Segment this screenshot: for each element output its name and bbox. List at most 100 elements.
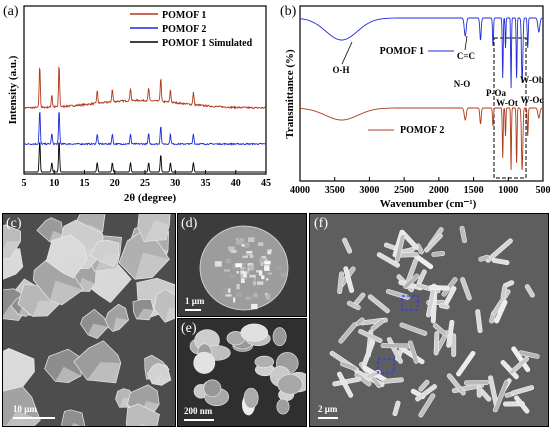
panel-f-scale-text: 2 μm bbox=[318, 404, 338, 414]
xrd-y-axis-label: Intensity (a.u.) bbox=[7, 55, 19, 125]
nanorod bbox=[394, 234, 406, 263]
nanoparticle bbox=[203, 379, 222, 398]
panel-d-scale-bar bbox=[185, 309, 201, 311]
octahedral-crystal-facet bbox=[63, 256, 87, 279]
c-c-annotation: C=C bbox=[457, 51, 475, 61]
nanorod bbox=[366, 369, 381, 380]
ftir-series-1-line bbox=[300, 17, 543, 89]
nanoparticle bbox=[193, 351, 216, 374]
surface-nanoparticle bbox=[236, 239, 243, 245]
surface-nanoparticle bbox=[260, 260, 264, 266]
surface-nanoparticle bbox=[236, 291, 242, 298]
surface-nanoparticle bbox=[235, 263, 242, 268]
surface-nanoparticle bbox=[228, 246, 235, 251]
ftir-series-2-line bbox=[299, 107, 543, 171]
nanorod bbox=[475, 309, 483, 334]
panel-b-ftir-chart: 4000 3500 3000 2500 2000 1500 1000 500 POMOF 1 P… bbox=[276, 0, 550, 210]
surface-nanoparticle bbox=[248, 264, 254, 271]
ftir-series2-label: POMOF 2 bbox=[400, 125, 444, 136]
nanorod bbox=[456, 350, 476, 377]
xrd-tick-label: 15 bbox=[80, 178, 90, 189]
surface-nanoparticle bbox=[256, 270, 262, 273]
surface-nanoparticle bbox=[280, 272, 287, 277]
panel-a-label: (a) bbox=[3, 4, 19, 19]
octahedral-crystal-facet bbox=[88, 323, 109, 339]
octahedral-crystal-facet bbox=[139, 423, 148, 426]
surface-nanoparticle bbox=[253, 292, 258, 298]
ftir-tick-label: 4000 bbox=[290, 185, 310, 196]
sem-e-particles bbox=[178, 319, 306, 426]
octahedral-crystal-facet bbox=[32, 300, 62, 317]
octahedral-crystal-facet bbox=[49, 280, 84, 305]
xrd-legend-entry: POMOF 1 bbox=[162, 10, 206, 21]
surface-nanoparticle bbox=[264, 265, 270, 271]
selection-box-1 bbox=[401, 295, 419, 311]
nanorod bbox=[403, 273, 420, 290]
panel-d-sem-image: (d) 1 μm bbox=[177, 213, 307, 317]
nanorod bbox=[385, 289, 410, 300]
xrd-tick-label: 45 bbox=[261, 178, 271, 189]
surface-nanoparticle bbox=[240, 251, 247, 256]
sem-d-crystal bbox=[178, 214, 306, 316]
panel-e-label: (e) bbox=[181, 321, 197, 336]
nanorod bbox=[460, 277, 472, 301]
nanorod bbox=[464, 380, 489, 386]
nanorod bbox=[428, 284, 450, 291]
ftir-y-axis-label: Transmittance (%) bbox=[284, 49, 296, 139]
surface-nanoparticle bbox=[240, 262, 246, 266]
selection-box-2 bbox=[377, 358, 395, 374]
surface-nanoparticle bbox=[244, 242, 250, 248]
octahedral-crystal bbox=[125, 403, 160, 426]
panel-e-scale-bar bbox=[184, 419, 214, 421]
surface-nanoparticle bbox=[258, 285, 262, 289]
ftir-tick-label: 3000 bbox=[359, 185, 379, 196]
nanoparticle bbox=[277, 374, 303, 395]
panel-d-scale-text: 1 μm bbox=[185, 296, 205, 306]
panel-c-label: (c) bbox=[6, 216, 22, 231]
octahedral-crystal-facet bbox=[134, 252, 170, 280]
octahedral-crystal bbox=[61, 409, 86, 426]
nanoparticle bbox=[272, 327, 287, 347]
octahedral-crystal-facet bbox=[55, 366, 82, 383]
surface-nanoparticle bbox=[249, 274, 256, 278]
nanorod bbox=[370, 318, 385, 331]
nanorod bbox=[376, 252, 400, 268]
nanorod bbox=[392, 400, 401, 417]
surface-nanoparticle bbox=[261, 275, 265, 280]
nanorod bbox=[361, 339, 376, 368]
surface-nanoparticle bbox=[236, 284, 240, 290]
nanorod bbox=[342, 237, 353, 254]
nanoparticle bbox=[243, 387, 259, 409]
o-h-annotation: O-H bbox=[333, 65, 350, 75]
surface-nanoparticle bbox=[264, 260, 271, 265]
nanorod bbox=[500, 284, 508, 299]
surface-nanoparticle bbox=[245, 296, 252, 300]
octahedral-crystal bbox=[3, 386, 41, 426]
surface-nanoparticle bbox=[258, 242, 264, 246]
ftir-tick-label: 3500 bbox=[325, 185, 345, 196]
xrd-series-1-line bbox=[23, 66, 267, 110]
surface-nanoparticle bbox=[236, 271, 239, 274]
ftir-tick-label: 1000 bbox=[498, 185, 518, 196]
nanorod bbox=[459, 225, 467, 244]
nanorod bbox=[441, 277, 458, 297]
xrd-tick-label: 20 bbox=[110, 178, 120, 189]
octahedral-crystal-facet bbox=[3, 241, 21, 259]
surface-nanoparticle bbox=[240, 266, 246, 270]
xrd-tick-label: 40 bbox=[231, 178, 241, 189]
surface-nanoparticle bbox=[225, 258, 232, 264]
nanorod bbox=[492, 380, 509, 413]
panel-b-label: (b) bbox=[280, 4, 297, 19]
nanorod bbox=[446, 373, 466, 396]
xrd-chart-svg: 5 10 15 20 25 30 35 40 45 POMOF 1 POMOF 2 POMOF 1 … bbox=[22, 5, 271, 189]
surface-nanoparticle bbox=[265, 278, 269, 281]
nanorod bbox=[438, 303, 450, 310]
xrd-x-axis-label: 2θ (degree) bbox=[123, 192, 177, 204]
surface-nanoparticle bbox=[253, 275, 256, 281]
ftir-tick-label: 2500 bbox=[394, 185, 414, 196]
xrd-series-3-line bbox=[24, 142, 266, 173]
nanorod bbox=[433, 331, 440, 356]
octahedral-crystal-facet bbox=[144, 219, 170, 242]
surface-nanoparticle bbox=[224, 269, 230, 272]
surface-nanoparticle bbox=[276, 265, 282, 271]
